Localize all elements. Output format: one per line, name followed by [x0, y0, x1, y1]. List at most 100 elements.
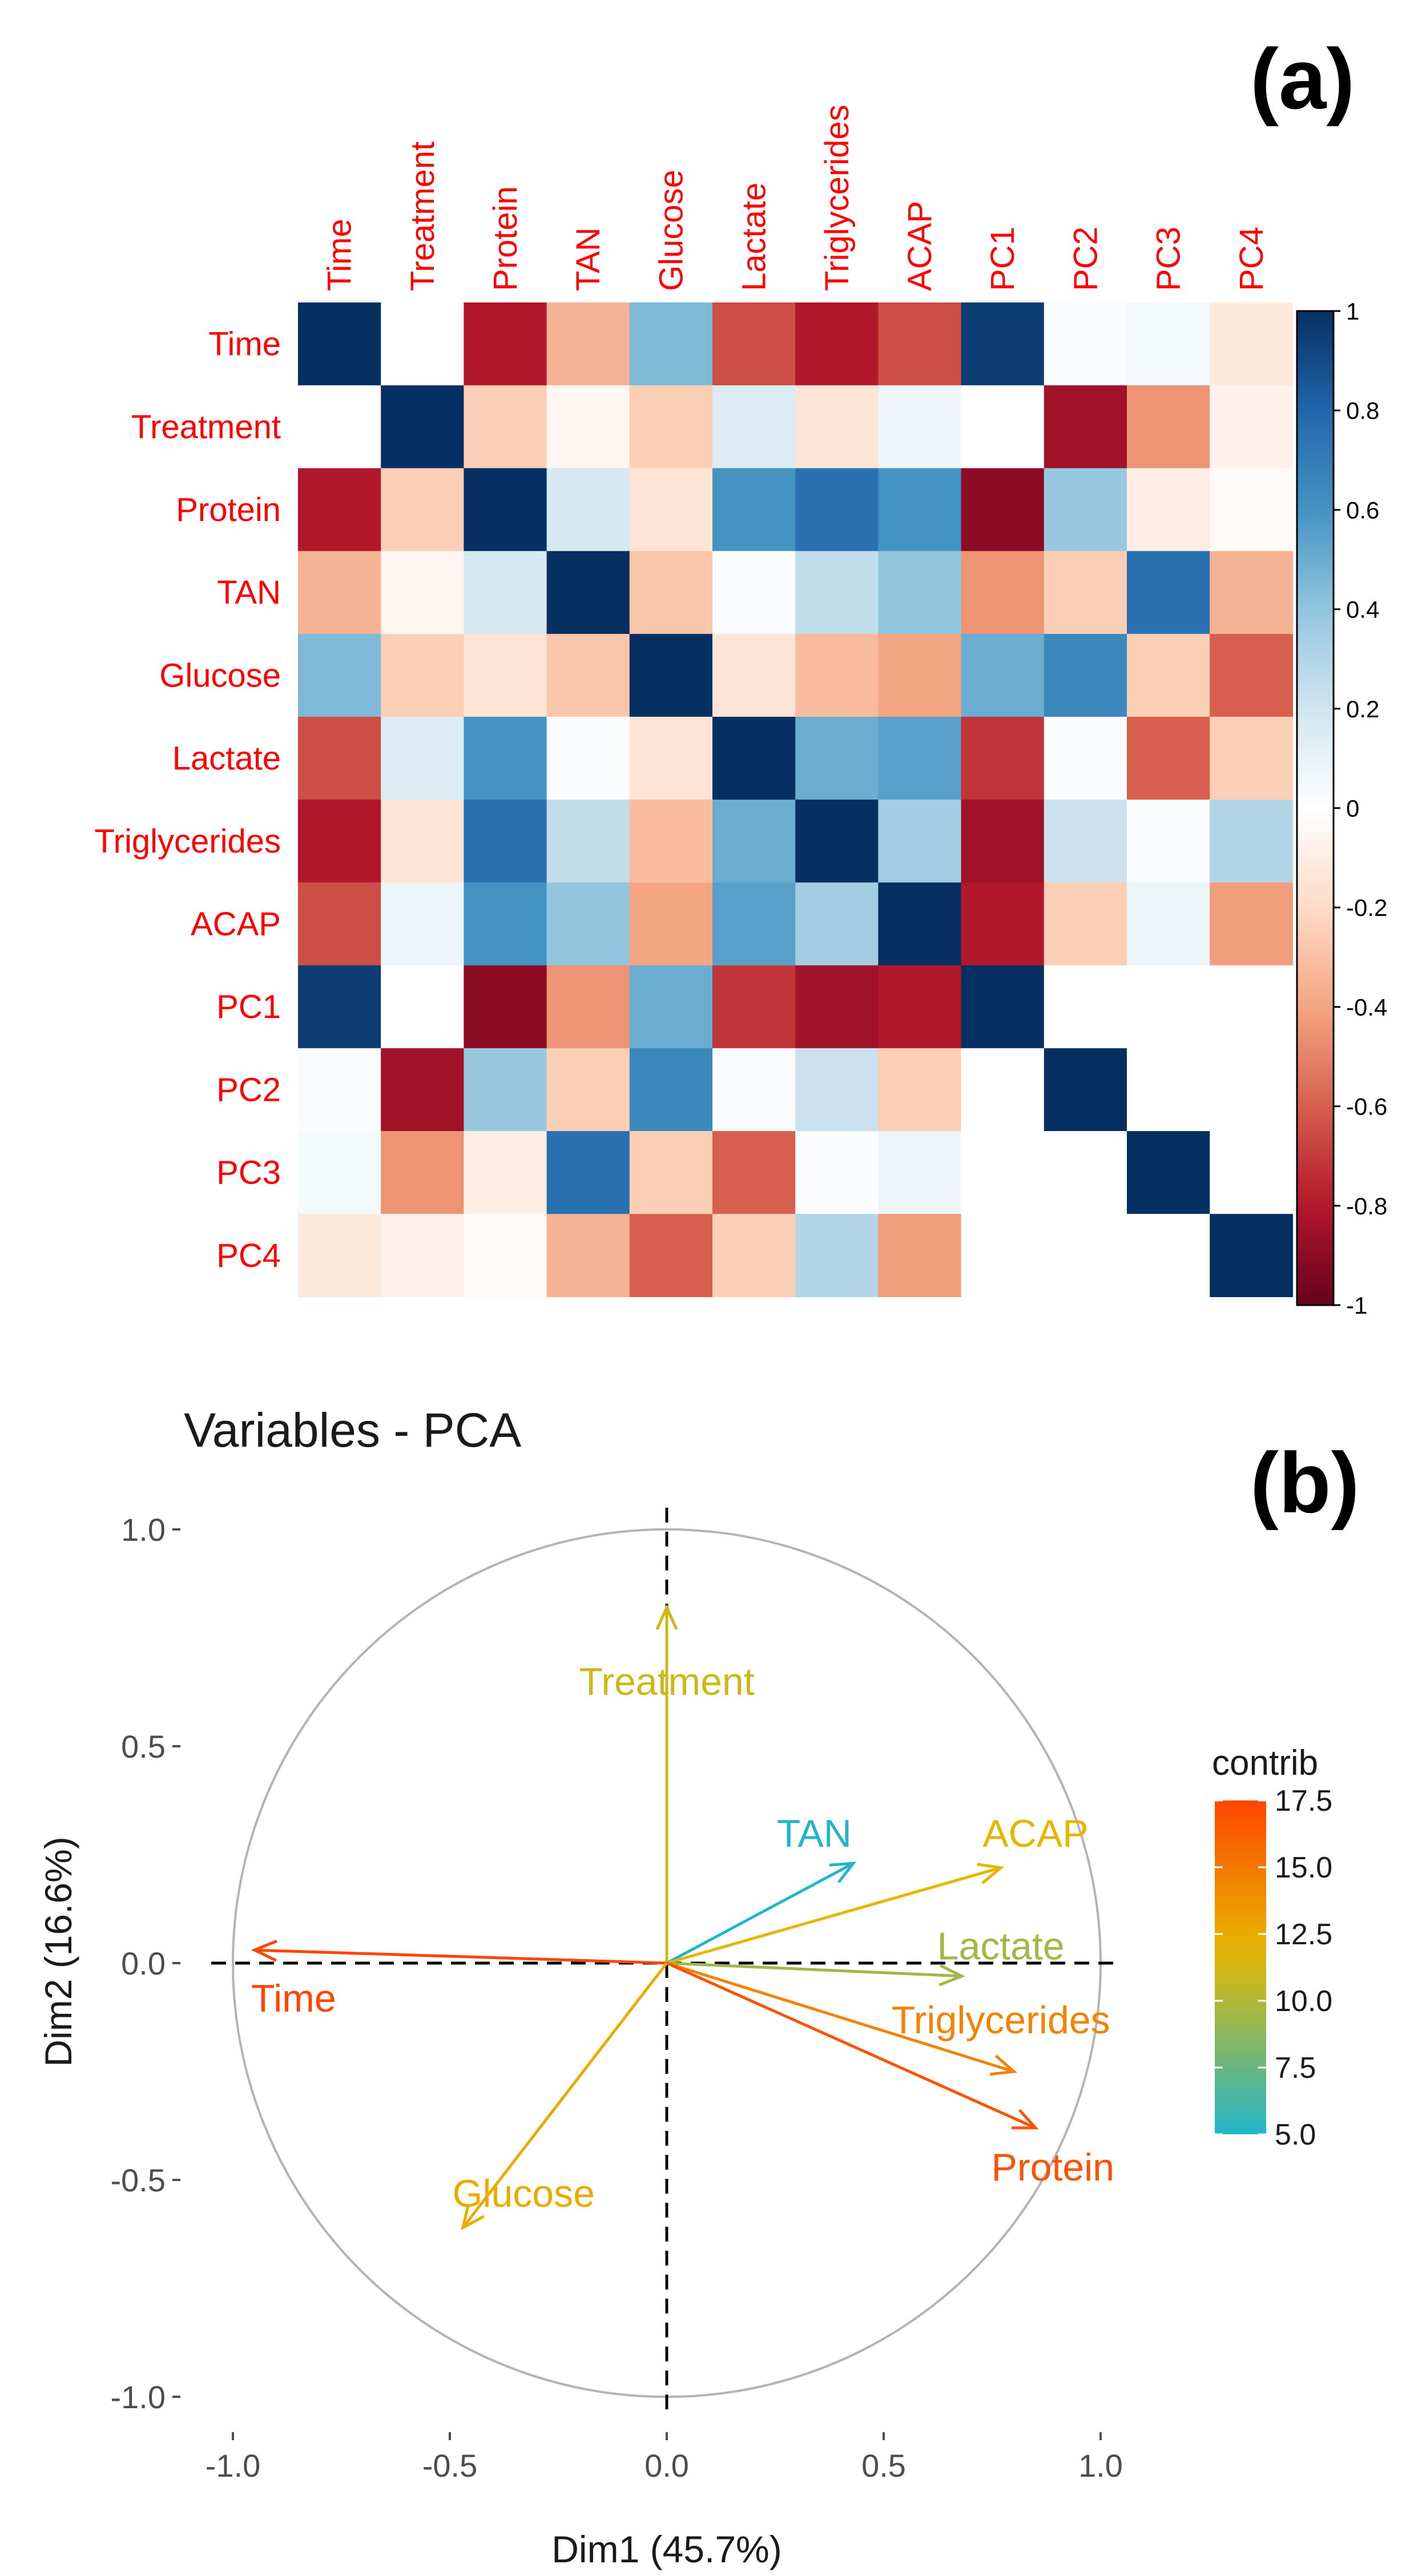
heatmap-cell	[381, 385, 464, 469]
colorbar-tick-label: 0	[1346, 795, 1359, 822]
heatmap-cell	[381, 468, 464, 552]
heatmap-cell	[878, 1131, 962, 1214]
heatmap-cell	[712, 717, 796, 800]
heatmap-cell	[546, 717, 630, 800]
heatmap-cell	[381, 1214, 464, 1297]
x-tick-label: 0.0	[644, 2448, 689, 2484]
heatmap-cell	[1210, 633, 1293, 717]
heatmap-cell	[546, 302, 630, 386]
heatmap-cell	[464, 717, 547, 800]
variable-arrow	[666, 1961, 962, 1978]
heatmap-cell	[795, 882, 879, 966]
colorbar-tick-label: 0.6	[1346, 496, 1379, 523]
heatmap-row-label: Protein	[176, 491, 281, 528]
heatmap-cell	[1044, 551, 1127, 635]
heatmap-cell	[712, 1214, 796, 1297]
variable-label: ACAP	[982, 1812, 1088, 1855]
colorbar-tick-label: -0.8	[1346, 1193, 1387, 1220]
heatmap-cell	[629, 717, 713, 800]
legend-tick-label: 7.5	[1275, 2052, 1316, 2085]
heatmap-cell	[795, 1214, 879, 1297]
colorbar-tick-label: 0.4	[1346, 596, 1379, 623]
heatmap-cell	[878, 468, 962, 552]
heatmap-column-label: Time	[321, 219, 358, 291]
heatmap-cell	[381, 965, 464, 1049]
heatmap-cell	[546, 385, 630, 469]
legend-title: contrib	[1212, 1743, 1318, 1783]
heatmap-cell	[1210, 1131, 1293, 1214]
heatmap-column-label: TAN	[570, 227, 607, 291]
heatmap-cell	[1044, 717, 1127, 800]
heatmap-cell	[961, 1048, 1045, 1132]
heatmap-cell	[1127, 468, 1210, 552]
heatmap-cell	[1127, 551, 1210, 635]
pca-variable-plot: -1.0 -0.5 0.0 0.5 1.0 1.0 0.5 0.0 -0.5 -1.0 Treatm…	[111, 1508, 1123, 2484]
heatmap-cell	[878, 1048, 962, 1132]
heatmap-cell	[712, 882, 796, 966]
heatmap-column-labels: Time Treatment Protein TAN Glucose Lactate Tri…	[321, 104, 1270, 291]
heatmap-cell	[464, 965, 547, 1049]
heatmap-cell	[464, 882, 547, 966]
heatmap-cell	[1127, 1214, 1210, 1297]
arrow-head	[977, 1863, 1005, 1884]
heatmap-cell	[961, 800, 1045, 883]
heatmap-cell	[464, 1131, 547, 1214]
arrow-head	[938, 1964, 965, 1986]
heatmap-column-label: Lactate	[736, 183, 773, 291]
heatmap-cell	[712, 800, 796, 883]
heatmap-cell	[629, 1214, 713, 1297]
heatmap-cell	[961, 717, 1045, 800]
colorbar-gradient	[1296, 310, 1335, 1306]
variable-label: TAN	[777, 1812, 852, 1855]
heatmap-row-label: Treatment	[131, 409, 281, 446]
heatmap-cell	[464, 302, 547, 386]
heatmap-cell	[629, 882, 713, 966]
heatmap-cell	[1210, 882, 1293, 966]
heatmap-cell	[1044, 1214, 1127, 1297]
heatmap-cell	[298, 468, 381, 552]
colorbar-tick-label: 1	[1346, 298, 1359, 325]
heatmap-cell	[795, 965, 879, 1049]
heatmap-column-label: Protein	[487, 186, 524, 291]
heatmap-cell	[629, 302, 713, 386]
heatmap-row-label: PC2	[216, 1071, 281, 1108]
heatmap-row-label: Triglycerides	[94, 823, 281, 860]
colorbar-tick-label: 0.2	[1346, 696, 1379, 722]
variable-label: Time	[251, 1977, 336, 2020]
heatmap-cell	[629, 1131, 713, 1214]
heatmap-cell	[464, 468, 547, 552]
legend-tick-label: 5.0	[1275, 2118, 1316, 2151]
heatmap-cell	[1210, 468, 1293, 552]
y-axis-title: Dim2 (16.6%)	[37, 1836, 79, 2066]
heatmap-cell	[1210, 302, 1293, 386]
heatmap-cell	[795, 633, 879, 717]
heatmap-cell	[546, 882, 630, 966]
heatmap-cell	[1044, 882, 1127, 966]
heatmap-cell	[712, 302, 796, 386]
heatmap-row-label: PC4	[216, 1237, 281, 1274]
heatmap-column-label: PC3	[1150, 227, 1187, 291]
heatmap-cell	[629, 1048, 713, 1132]
heatmap-cell	[712, 385, 796, 469]
variable-arrow	[666, 1866, 1001, 1965]
heatmap-cell	[629, 551, 713, 635]
heatmap-cell	[961, 1214, 1045, 1297]
heatmap-cell	[795, 1048, 879, 1132]
heatmap-cell	[298, 882, 381, 966]
heatmap-row-label: Glucose	[159, 657, 281, 694]
heatmap-row-labels: Time Treatment Protein TAN Glucose Lactate Tri…	[94, 326, 281, 1274]
legend-tick-label: 10.0	[1275, 1985, 1332, 2018]
heatmap-cell	[1044, 302, 1127, 386]
heatmap-cell	[298, 385, 381, 469]
heatmap-cell	[464, 633, 547, 717]
heatmap-cell	[961, 551, 1045, 635]
heatmap-cell	[464, 1214, 547, 1297]
heatmap-cell	[961, 385, 1045, 469]
heatmap-cell	[298, 633, 381, 717]
heatmap-column-label: PC1	[984, 227, 1021, 291]
heatmap-cell	[381, 1048, 464, 1132]
colorbar-tick-label: -0.6	[1346, 1093, 1387, 1120]
variable-arrow	[461, 1962, 668, 2229]
